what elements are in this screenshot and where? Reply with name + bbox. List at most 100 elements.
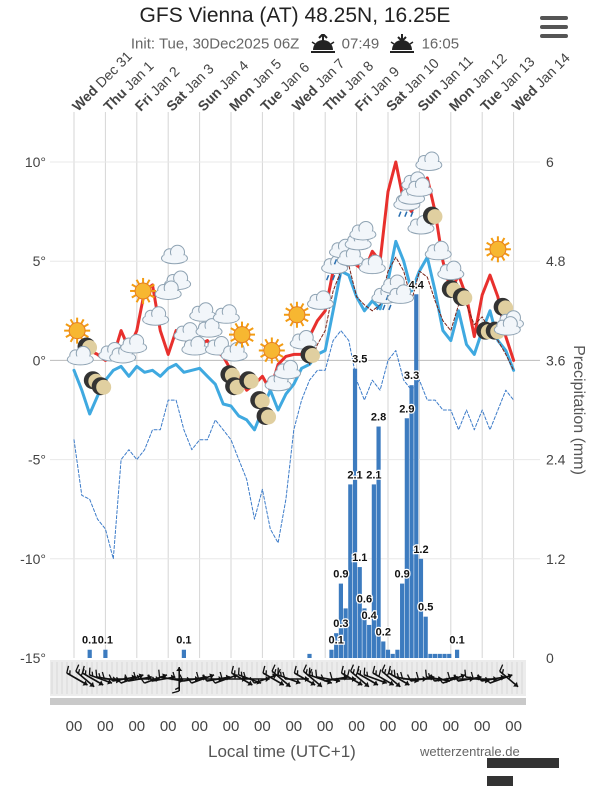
precip-bar (390, 653, 395, 658)
wind-barb (66, 665, 88, 686)
cloud-icon (424, 240, 452, 261)
precip-bar (362, 608, 367, 658)
hour-label: 00 (380, 718, 397, 735)
precip-label: 2.8 (371, 412, 386, 424)
precip-label: 0.1 (176, 635, 191, 647)
wind-barb (230, 665, 253, 686)
wind-barb (387, 665, 410, 686)
precip-bar (433, 653, 438, 658)
y2-tick-label: 3.6 (546, 352, 566, 368)
precip-label: 0.1 (449, 635, 464, 647)
cloud-icon (195, 318, 223, 338)
wind-barb (262, 665, 285, 686)
cloud-icon (160, 244, 188, 265)
precip-bar (385, 649, 391, 658)
precip-bar (428, 653, 433, 658)
precip-bar (367, 624, 372, 658)
wind-barb (116, 673, 144, 684)
cloud-icon (306, 290, 334, 310)
moon-icon (300, 345, 320, 364)
hour-label: 00 (474, 718, 491, 735)
precip-label: 1.2 (413, 544, 428, 556)
cloud-icon (407, 214, 435, 235)
cloud-icon (437, 260, 465, 281)
y2-tick-label: 1.2 (546, 551, 566, 567)
credit-link[interactable]: wetterzentrale.de (420, 744, 520, 759)
wind-barb (88, 667, 113, 685)
wind-barb (81, 665, 104, 686)
wind-barb (372, 665, 395, 686)
wind-barb (363, 667, 387, 685)
cloud-icon (405, 177, 433, 197)
weather-symbols (64, 151, 524, 425)
dew-point-upper-line (309, 256, 515, 371)
hour-label: 00 (160, 718, 177, 735)
y-tick-label: 5° (33, 253, 46, 269)
precip-bar (357, 567, 362, 658)
hour-label: 00 (128, 718, 145, 735)
precip-label: 0.4 (362, 610, 378, 622)
y-tick-label: 10° (25, 154, 46, 170)
wind-barb (484, 673, 513, 684)
scroll-bar (50, 698, 526, 705)
y2-tick-label: 0 (546, 650, 554, 666)
wind-barb (356, 665, 379, 686)
precip-bar (87, 649, 92, 658)
precip-label: 0.9 (333, 569, 348, 581)
precip-bar (343, 608, 348, 658)
precip-bar (329, 649, 334, 658)
precip-label: 4.4 (409, 279, 425, 291)
precip-bar (348, 484, 353, 658)
wind-barb (293, 665, 316, 686)
hour-label: 00 (442, 718, 459, 735)
precip-label: 3.5 (352, 354, 367, 366)
moon-icon (91, 377, 112, 396)
wind-barb (340, 665, 363, 686)
cloud-icon (220, 341, 248, 362)
sun-icon (228, 321, 255, 348)
wind-barb (381, 664, 401, 688)
cloud-icon (154, 280, 182, 300)
hour-label: 00 (411, 718, 428, 735)
precip-label: 0.3 (333, 618, 348, 630)
sunrise-icon (310, 34, 335, 53)
menu-icon[interactable] (540, 16, 568, 38)
y-tick-label: 0° (33, 352, 46, 368)
init-line: Init: Tue, 30Dec2025 06Z 07:49 16:05 (0, 34, 590, 54)
cloud-icon (204, 336, 232, 356)
precip-bar (454, 649, 460, 658)
precip-bar (442, 653, 447, 658)
bottom-controls[interactable] (487, 758, 590, 794)
wind-barb (302, 664, 323, 688)
init-text: Init: Tue, 30Dec2025 06Z (130, 35, 300, 53)
sun-icon (283, 301, 310, 328)
precip-label: 2.1 (347, 469, 362, 481)
cloud-icon (274, 359, 302, 380)
precip-label: 1.1 (352, 552, 367, 564)
cloud-icon (358, 254, 386, 275)
sun-icon (130, 277, 157, 304)
meteogram-chart: 0.1 0.1 0.1 0.10.30.92.13.51.10.60.42.12.80… (20, 48, 587, 735)
moon-icon (250, 391, 270, 410)
precip-bar (376, 426, 381, 658)
hour-label: 00 (505, 718, 522, 735)
precip-label: 2.1 (366, 469, 381, 481)
precip-bar (414, 294, 419, 658)
precip-bar (334, 633, 339, 658)
sun-icon (484, 236, 511, 263)
precip-bar (181, 649, 186, 658)
day-label-date: Jan 14 (532, 49, 573, 90)
precip-bar (409, 385, 414, 658)
min-temperature-line (72, 239, 516, 432)
precip-label: 2.9 (399, 403, 414, 415)
hour-label: 00 (348, 718, 365, 735)
sun-icon (64, 317, 91, 344)
wind-barb (308, 667, 333, 685)
precip-label: 0.2 (376, 626, 391, 638)
precip-bar (352, 368, 358, 658)
hour-label: 00 (317, 718, 334, 735)
hour-label: 00 (97, 718, 114, 735)
sunset-icon (390, 34, 415, 53)
sunset-time: 16:05 (421, 35, 460, 53)
